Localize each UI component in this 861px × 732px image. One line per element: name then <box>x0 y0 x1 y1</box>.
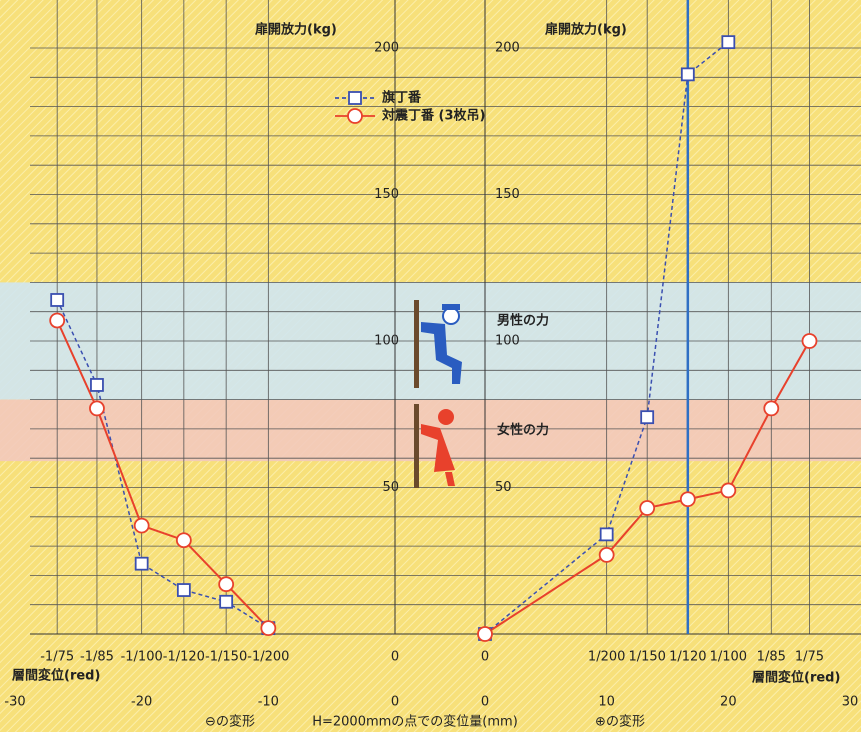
y-tick-label: 100 <box>374 334 399 349</box>
x-tick-label: 0 <box>391 695 399 710</box>
marker <box>763 400 780 417</box>
series-line <box>56 299 269 629</box>
drift-tick-label: -1/100 <box>121 650 163 665</box>
drift-tick-label: -1/200 <box>247 650 289 665</box>
drift-tick-label: 1/120 <box>669 650 706 665</box>
y-axis-title: 扉開放力(kg) <box>545 22 627 38</box>
marker <box>134 556 149 571</box>
marker <box>599 527 614 542</box>
drift-tick-label: 1/150 <box>628 650 665 665</box>
legend-label: 旗丁番 <box>382 90 422 106</box>
y-tick-label: 50 <box>495 480 512 495</box>
marker <box>598 546 615 563</box>
band-label: 女性の力 <box>497 422 549 438</box>
y-tick-label: 150 <box>374 187 399 202</box>
marker <box>639 500 656 516</box>
y-tick-label: 100 <box>495 334 520 349</box>
marker <box>49 312 66 329</box>
marker <box>679 491 696 508</box>
marker <box>90 378 104 392</box>
y-tick-label: 50 <box>382 480 399 495</box>
x-tick-label: 20 <box>720 695 737 710</box>
drift-tick-label: -1/150 <box>205 650 247 665</box>
drift-tick-label: 1/100 <box>710 650 747 665</box>
marker <box>477 626 493 642</box>
marker <box>720 482 737 499</box>
drift-tick-label: -1/75 <box>40 650 74 665</box>
marker <box>721 35 736 50</box>
x-axis-title: 層間変位(red) <box>752 670 840 686</box>
band-label: 男性の力 <box>497 313 549 329</box>
drift-tick-label: 1/200 <box>588 650 625 665</box>
drift-tick-label: -1/85 <box>80 650 114 665</box>
drift-tick-label: 0 <box>481 650 489 665</box>
marker <box>640 410 655 425</box>
series-line <box>56 320 270 629</box>
marker <box>176 583 191 597</box>
x-tick-label: 0 <box>481 695 489 710</box>
x-tick-label: -10 <box>258 695 279 710</box>
x-tick-label: -20 <box>131 695 152 710</box>
x-axis-title: 層間変位(red) <box>12 668 100 684</box>
drift-tick-label: -1/120 <box>163 650 205 665</box>
x-tick-label: 10 <box>598 695 615 710</box>
marker <box>260 620 277 637</box>
y-axis-title: 扉開放力(kg) <box>255 22 337 38</box>
x-tick-label: 30 <box>842 695 859 710</box>
y-tick-label: 200 <box>495 41 520 56</box>
drift-tick-label: 0 <box>391 650 399 665</box>
marker <box>219 594 234 609</box>
legend-label: 対震丁番 (3枚吊) <box>381 108 485 124</box>
pictogram-man <box>414 300 462 388</box>
drift-tick-label: 1/85 <box>757 650 786 665</box>
x-tick-label: -30 <box>4 695 25 710</box>
legend-marker <box>347 108 363 124</box>
marker <box>133 517 150 534</box>
note: H=2000mmの点での変位量(mm) <box>312 714 518 730</box>
marker <box>801 333 818 349</box>
legend-marker <box>348 91 362 105</box>
drift-tick-label: 1/75 <box>795 650 824 665</box>
marker <box>218 576 235 593</box>
marker <box>89 400 105 417</box>
pictogram-woman <box>414 404 455 488</box>
marker <box>175 532 192 549</box>
marker <box>50 293 65 307</box>
marker <box>680 67 695 82</box>
neg-label: ⊖の変形 <box>205 714 255 730</box>
y-tick-label: 200 <box>374 41 399 56</box>
y-tick-label: 150 <box>495 187 520 202</box>
pos-label: ⊕の変形 <box>595 714 645 730</box>
